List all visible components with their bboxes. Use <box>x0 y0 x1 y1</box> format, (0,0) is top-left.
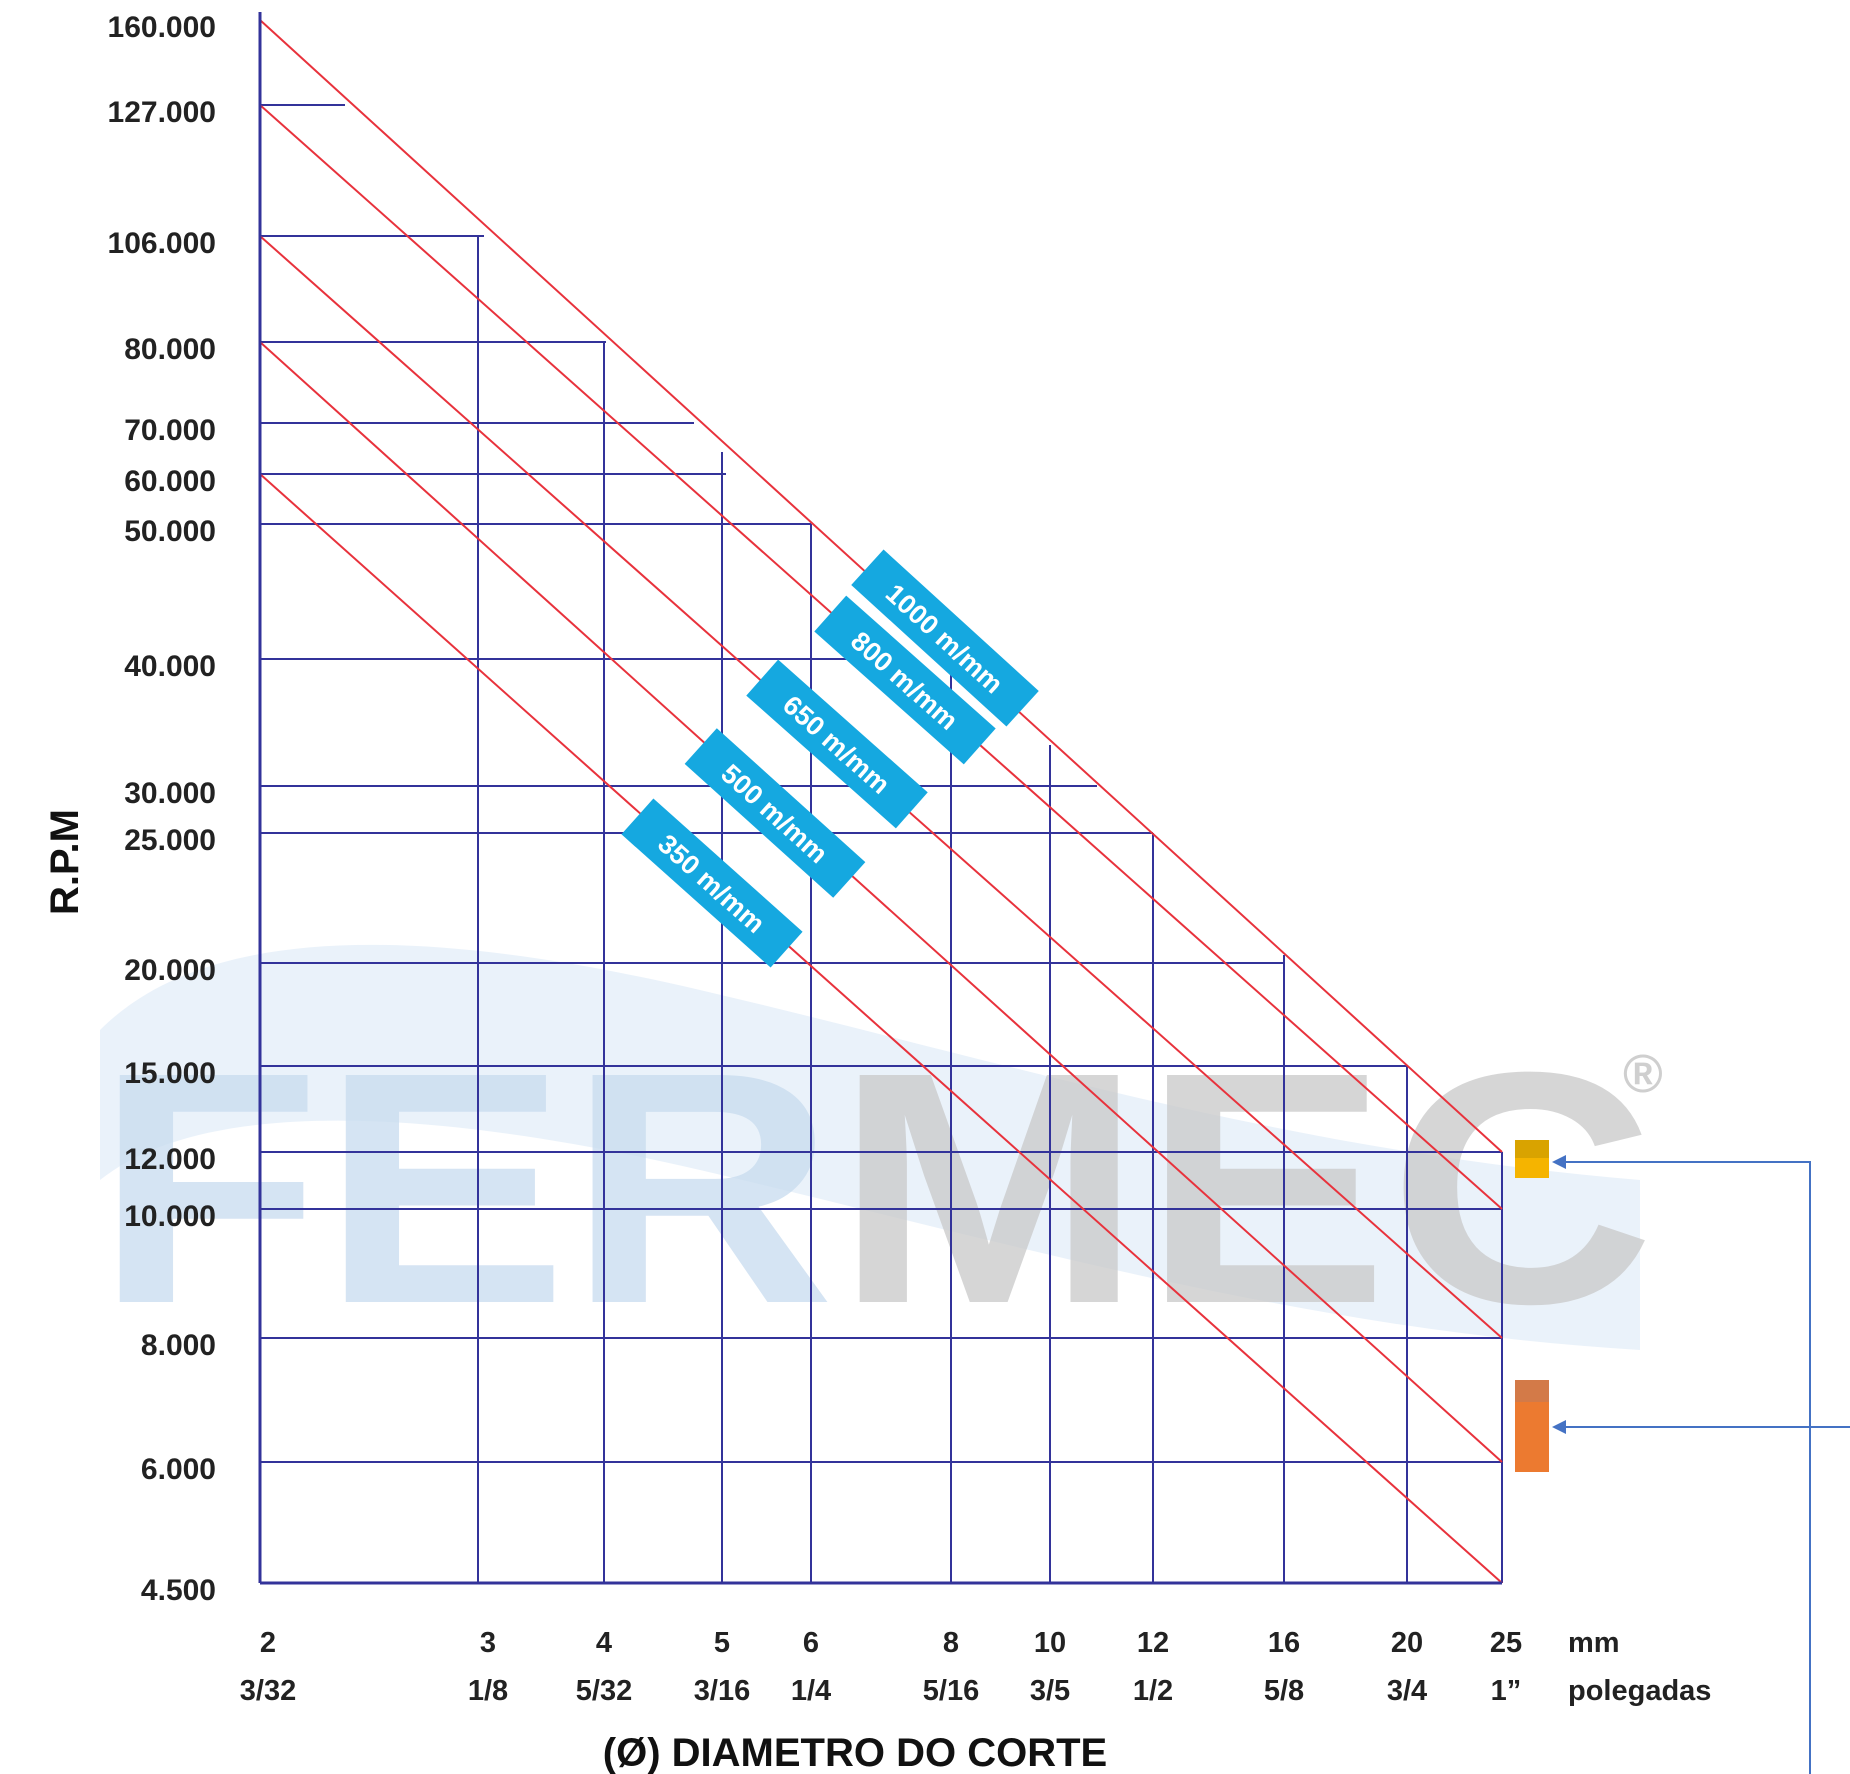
y-tick-label: 30.000 <box>124 777 216 810</box>
series-label-box <box>851 549 1039 727</box>
x-tick-label-mm: 3 <box>480 1627 496 1659</box>
y-tick-label: 50.000 <box>124 515 216 548</box>
marker-6000-7000-shade <box>1515 1380 1549 1402</box>
y-tick-label: 6.000 <box>141 1453 216 1486</box>
markers <box>1515 1140 1850 1774</box>
y-tick-label: 8.000 <box>141 1329 216 1362</box>
arrowhead-top <box>1552 1155 1566 1169</box>
y-tick-label: 20.000 <box>124 954 216 987</box>
y-tick-label: 4.500 <box>141 1574 216 1607</box>
x-axis-title: (Ø) DIAMETRO DO CORTE <box>603 1731 1107 1774</box>
series-label: 500 m/mm <box>715 758 833 869</box>
y-tick-label: 15.000 <box>124 1057 216 1090</box>
series-label-box <box>621 798 803 968</box>
watermark-fer: FER <box>95 1003 835 1372</box>
y-tick-label: 160.000 <box>108 11 216 44</box>
x-tick-label-mm: 6 <box>803 1627 819 1659</box>
x-tick-label-mm: 5 <box>714 1627 730 1659</box>
watermark-swoosh <box>100 944 1640 1350</box>
y-tick-label: 10.000 <box>124 1200 216 1233</box>
arrowhead-bottom <box>1552 1420 1566 1434</box>
y-tick-label: 60.000 <box>124 465 216 498</box>
series-label-box <box>684 728 866 898</box>
y-tick-label: 25.000 <box>124 824 216 857</box>
x-tick-label-mm: 16 <box>1268 1627 1300 1659</box>
x-tick-label-inch: 1/8 <box>468 1675 508 1707</box>
series-label: 650 m/mm <box>777 690 896 800</box>
series-line <box>259 473 1503 1584</box>
x-tick-label-inch: 5/32 <box>576 1675 632 1707</box>
y-axis-title: R.P.M <box>43 809 87 915</box>
x-tick-label-mm: 12 <box>1137 1627 1169 1659</box>
x-tick-label-mm: 2 <box>260 1627 276 1659</box>
x-tick-label-inch: 5/8 <box>1264 1675 1304 1707</box>
y-tick-label: 40.000 <box>124 650 216 683</box>
fermec-watermark: FER MEC ® <box>95 944 1663 1372</box>
x-tick-label-mm: 10 <box>1034 1627 1066 1659</box>
series-label-box <box>814 595 996 765</box>
watermark-registered: ® <box>1623 1044 1663 1104</box>
arrow-line-top <box>1556 1161 1811 1774</box>
x-tick-label-inch: 3/32 <box>240 1675 296 1707</box>
x-tick-label-inch: 3/16 <box>694 1675 750 1707</box>
y-tick-label: 80.000 <box>124 333 216 366</box>
series-label: 350 m/mm <box>652 829 771 939</box>
x-tick-label-mm: 4 <box>596 1627 612 1659</box>
x-tick-label-inch: 1” <box>1491 1675 1522 1707</box>
x-tick-label-inch: 3/5 <box>1030 1675 1070 1707</box>
watermark-mec: MEC <box>835 1003 1655 1372</box>
x-tick-label-inch: 1/2 <box>1133 1675 1173 1707</box>
x-tick-label-mm: 8 <box>943 1627 959 1659</box>
y-tick-label: 106.000 <box>108 227 216 260</box>
x-tick-label-inch: 1/4 <box>791 1675 831 1707</box>
x-tick-label-inch: 5/16 <box>923 1675 979 1707</box>
x-tick-label-inch: 3/4 <box>1387 1675 1427 1707</box>
y-tick-label: 127.000 <box>108 96 216 129</box>
y-tick-label: 12.000 <box>124 1143 216 1176</box>
series-line <box>259 341 1503 1463</box>
series-label-box <box>746 659 928 829</box>
x-unit-mm: mm <box>1568 1627 1620 1659</box>
axes: 160.000127.000106.00080.00070.00060.0005… <box>108 11 1712 1707</box>
x-tick-label-mm: 20 <box>1391 1627 1423 1659</box>
y-tick-label: 70.000 <box>124 414 216 447</box>
x-tick-label-mm: 25 <box>1490 1627 1522 1659</box>
x-unit-inch: polegadas <box>1568 1675 1711 1707</box>
marker-12000-shade <box>1515 1140 1549 1158</box>
